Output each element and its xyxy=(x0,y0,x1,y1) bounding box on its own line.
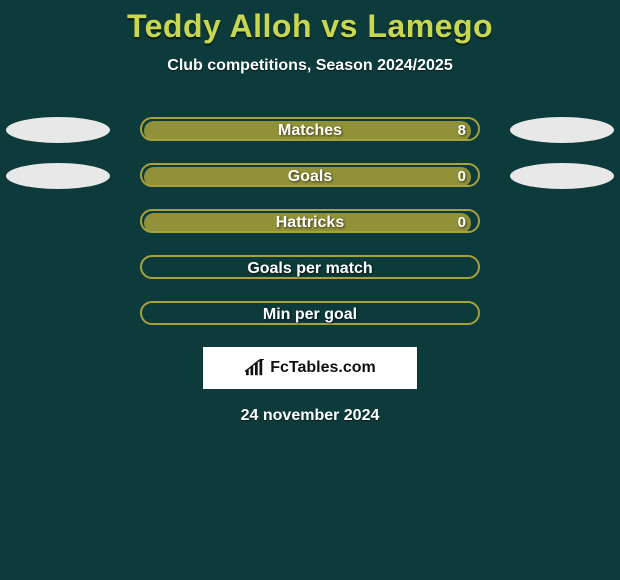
stat-value: 8 xyxy=(458,119,466,143)
stat-label: Min per goal xyxy=(142,303,478,327)
player-left-marker xyxy=(6,117,110,143)
stat-value: 0 xyxy=(458,211,466,235)
stat-bar: Goals per match xyxy=(140,255,480,279)
chart-icon xyxy=(244,359,266,377)
brand-badge: FcTables.com xyxy=(203,347,417,389)
player-right-marker xyxy=(510,117,614,143)
stat-bar-fill xyxy=(144,167,471,187)
player-right-marker xyxy=(510,163,614,189)
stat-bar: Goals 0 xyxy=(140,163,480,187)
brand-text: FcTables.com xyxy=(270,359,376,377)
stat-value: 0 xyxy=(458,165,466,189)
stat-row: Hattricks 0 xyxy=(0,209,620,233)
comparison-infographic: Teddy Alloh vs Lamego Club competitions,… xyxy=(0,0,620,580)
stat-bar-fill xyxy=(144,213,471,233)
stat-label: Goals per match xyxy=(142,257,478,281)
stat-row: Min per goal xyxy=(0,301,620,325)
generated-date: 24 november 2024 xyxy=(0,389,620,425)
stat-bar: Min per goal xyxy=(140,301,480,325)
page-subtitle: Club competitions, Season 2024/2025 xyxy=(0,57,620,117)
stat-bar: Matches 8 xyxy=(140,117,480,141)
stat-row: Matches 8 xyxy=(0,117,620,141)
stat-row: Goals 0 xyxy=(0,163,620,187)
stat-row: Goals per match xyxy=(0,255,620,279)
player-left-marker xyxy=(6,163,110,189)
stat-bar-fill xyxy=(144,121,471,141)
page-title: Teddy Alloh vs Lamego xyxy=(0,6,620,57)
stat-bar: Hattricks 0 xyxy=(140,209,480,233)
stat-rows: Matches 8 Goals 0 Hattricks 0 xyxy=(0,117,620,325)
